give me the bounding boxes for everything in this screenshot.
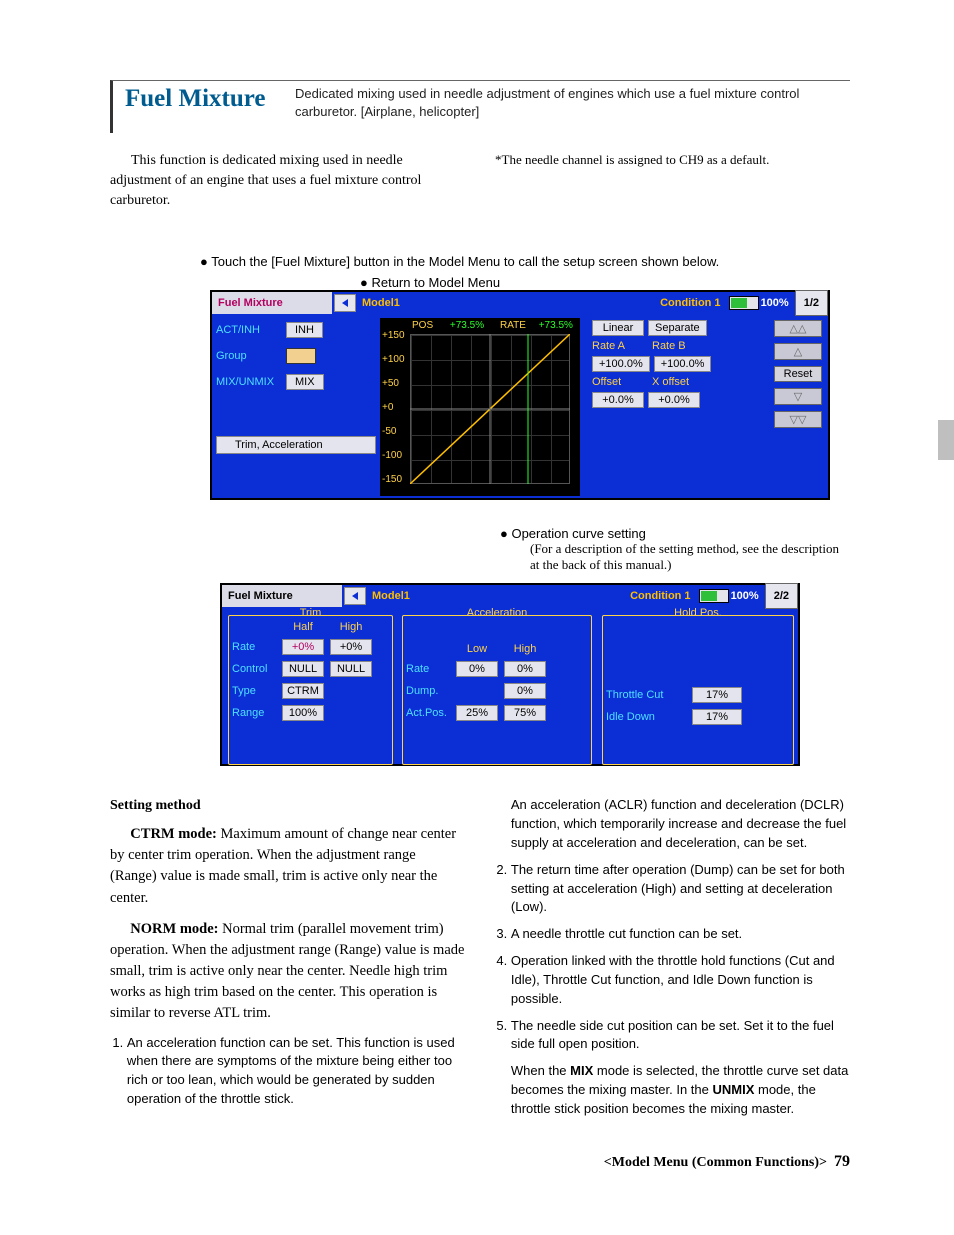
mixunmix-label: MIX/UNMIX xyxy=(216,376,286,388)
condition-name: Condition 1 xyxy=(630,585,691,607)
ytick: +0 xyxy=(382,402,393,413)
ratea-label: Rate A xyxy=(592,340,648,352)
curve-graph: POS +73.5% RATE +73.5% +150 +100 +50 +0 xyxy=(380,318,580,496)
ytick: +150 xyxy=(382,330,405,341)
screen2: Fuel Mixture Model1 Condition 1 100% 2/2… xyxy=(220,583,800,766)
left-panel: ACT/INH INH Group MIX/UNMIX MIX Trim, Ac… xyxy=(216,322,376,454)
norm-bold: NORM mode: xyxy=(130,921,218,937)
screen2-title: Fuel Mixture xyxy=(222,585,342,607)
hold-section: Throttle Cut 17% Idle Down 17% xyxy=(602,615,794,765)
list-item-5: The needle side cut position can be set.… xyxy=(511,1017,850,1055)
side-tab xyxy=(938,420,954,460)
battery-pct: 100% xyxy=(761,292,789,314)
intro-left: This function is dedicated mixing used i… xyxy=(110,151,465,210)
ytick: +50 xyxy=(382,378,399,389)
page-desc: Dedicated mixing used in needle adjustme… xyxy=(295,85,850,121)
op-curve-label: ● Operation curve setting xyxy=(500,526,850,541)
offset-value[interactable]: +0.0% xyxy=(592,392,644,408)
model-name: Model1 xyxy=(362,292,400,314)
screen1-title: Fuel Mixture xyxy=(212,292,332,314)
titlebar: Fuel Mixture Model1 Condition 1 100% 1/2 xyxy=(212,292,828,314)
mix-text-a: When the xyxy=(511,1063,570,1078)
list-item-2: The return time after operation (Dump) c… xyxy=(511,861,850,918)
model-name: Model1 xyxy=(372,585,410,607)
page-title: Fuel Mixture xyxy=(125,85,285,113)
list-item-3: A needle throttle cut function can be se… xyxy=(511,925,850,944)
act-inh-label: ACT/INH xyxy=(216,324,286,336)
reset-button[interactable]: Reset xyxy=(774,366,822,382)
act-inh-value[interactable]: INH xyxy=(286,322,323,338)
group-label: Group xyxy=(216,350,286,362)
curve-line xyxy=(410,334,570,484)
arrow-down2-button[interactable]: ▽▽ xyxy=(774,411,822,428)
footer: <Model Menu (Common Functions)> 79 xyxy=(604,1153,850,1171)
separate[interactable]: Separate xyxy=(648,320,707,336)
page-indicator[interactable]: 2/2 xyxy=(765,583,798,609)
ytick: -150 xyxy=(382,474,402,485)
curve-type[interactable]: Linear xyxy=(592,320,644,336)
back-icon[interactable] xyxy=(334,294,356,312)
unmix-bold: UNMIX xyxy=(713,1082,755,1097)
ctrm-bold: CTRM mode: xyxy=(130,826,217,842)
xoffset-label: X offset xyxy=(652,376,708,388)
rateb-label: Rate B xyxy=(652,340,708,352)
battery-icon xyxy=(699,589,729,603)
trim-accel-button[interactable]: Trim, Acceleration xyxy=(216,436,376,454)
intro-right: *The needle channel is assigned to CH9 a… xyxy=(495,151,850,210)
arrow-up-button[interactable]: △ xyxy=(774,343,822,360)
battery-pct: 100% xyxy=(731,585,759,607)
norm-para: NORM mode: Normal trim (parallel movemen… xyxy=(110,919,466,1024)
aclr-para: An acceleration (ACLR) function and dece… xyxy=(494,796,850,853)
page-indicator[interactable]: 1/2 xyxy=(795,290,828,316)
op-curve-sub: (For a description of the setting method… xyxy=(530,541,850,573)
pos-label: POS xyxy=(412,320,433,331)
offset-label: Offset xyxy=(592,376,648,388)
footer-page: 79 xyxy=(834,1153,850,1170)
footer-section: <Model Menu (Common Functions)> xyxy=(604,1155,827,1170)
header-box: Fuel Mixture Dedicated mixing used in ne… xyxy=(110,80,850,133)
rate-label: RATE xyxy=(500,320,526,331)
arrow-up2-button[interactable]: △△ xyxy=(774,320,822,337)
group-icon[interactable] xyxy=(286,348,316,364)
rateb-value[interactable]: +100.0% xyxy=(654,356,712,372)
rate-value: +73.5% xyxy=(539,320,573,331)
screen1: Fuel Mixture Model1 Condition 1 100% 1/2… xyxy=(210,290,830,500)
mixunmix-value[interactable]: MIX xyxy=(286,374,324,390)
setting-heading: Setting method xyxy=(110,796,466,816)
ytick: +100 xyxy=(382,354,405,365)
condition-name: Condition 1 xyxy=(660,292,721,314)
mix-para: When the MIX mode is selected, the throt… xyxy=(494,1062,850,1119)
trim-section: Half High Rate +0% +0% Control NULL NULL… xyxy=(228,615,393,765)
list-item-1: An acceleration function can be set. Thi… xyxy=(127,1034,466,1109)
ratea-value[interactable]: +100.0% xyxy=(592,356,650,372)
xoffset-value[interactable]: +0.0% xyxy=(648,392,700,408)
ytick: -100 xyxy=(382,450,402,461)
right-panel: Linear Separate Rate A Rate B +100.0% +1… xyxy=(592,320,822,434)
mix-bold: MIX xyxy=(570,1063,593,1078)
list-item-4: Operation linked with the throttle hold … xyxy=(511,952,850,1009)
ytick: -50 xyxy=(382,426,396,437)
arrow-down-button[interactable]: ▽ xyxy=(774,388,822,405)
pos-value: +73.5% xyxy=(450,320,484,331)
accel-section: Low High Rate 0% 0% Dump. 0% Act.Pos. 25… xyxy=(402,615,592,765)
arrow-stack: △△ △ Reset ▽ ▽▽ xyxy=(774,320,822,434)
back-icon[interactable] xyxy=(344,587,366,605)
instruction-bullet: Touch the [Fuel Mixture] button in the M… xyxy=(200,254,850,269)
return-label: ● Return to Model Menu xyxy=(360,275,850,290)
battery-icon xyxy=(729,296,759,310)
ctrm-para: CTRM mode: Maximum amount of change near… xyxy=(110,824,466,908)
